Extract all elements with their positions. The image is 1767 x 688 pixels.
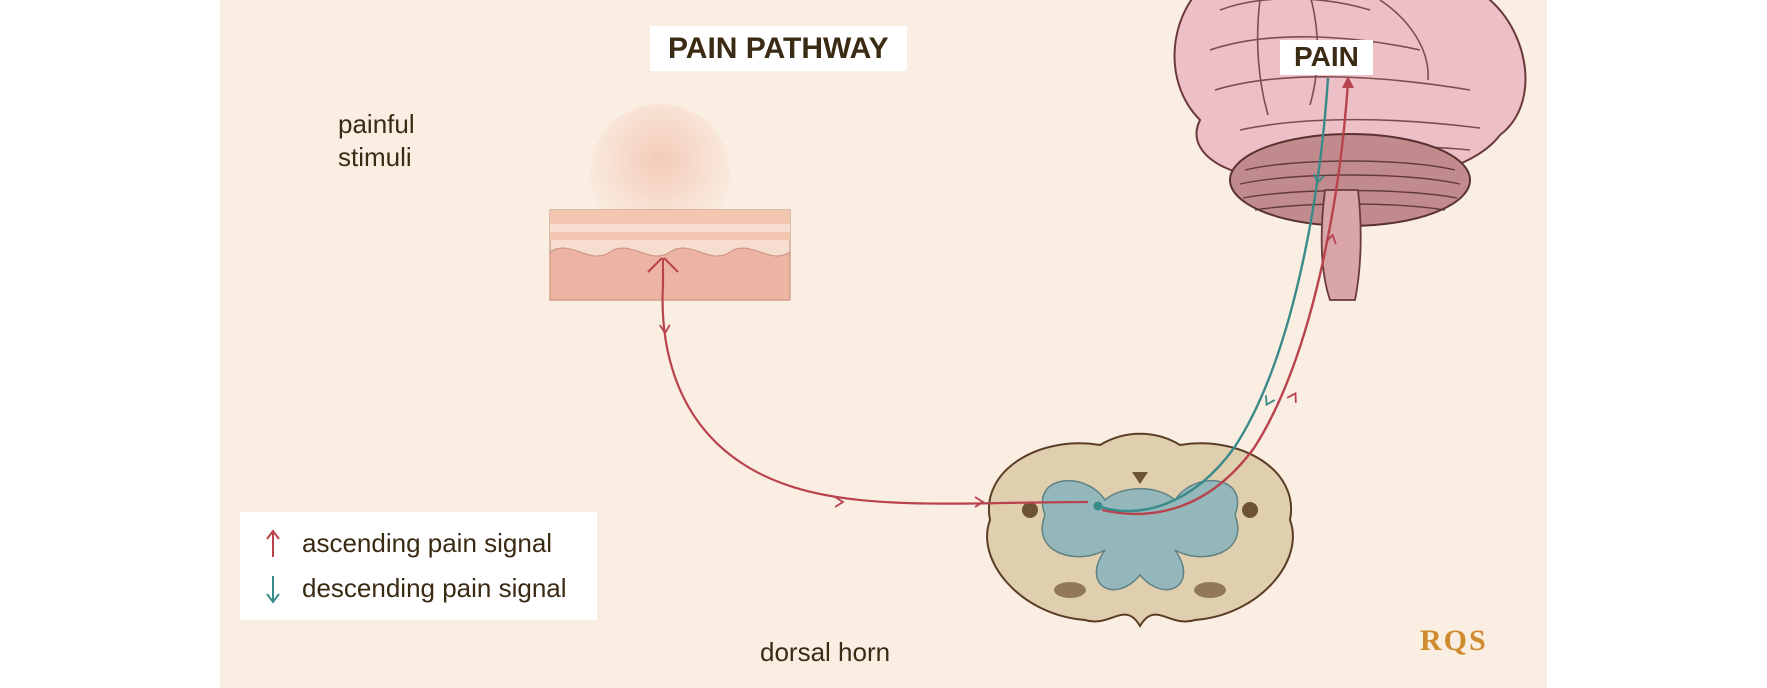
logo-text: RQS	[1420, 624, 1488, 657]
logo-watermark: RQS	[1420, 624, 1488, 658]
diagram-panel: PAIN PATHWAY PAIN painful stimuli dorsal…	[220, 0, 1547, 688]
legend-descending-text: descending pain signal	[302, 573, 567, 604]
label-dorsal: dorsal horn	[760, 636, 890, 669]
label-dorsal-text: dorsal horn	[760, 637, 890, 667]
arrow-down-icon	[262, 575, 284, 603]
pain-badge-text: PAIN	[1294, 41, 1359, 72]
pain-badge: PAIN	[1280, 40, 1373, 75]
label-stimuli-l1: painful	[338, 109, 415, 139]
legend-row-descending: descending pain signal	[262, 573, 567, 604]
title-text: PAIN PATHWAY	[668, 32, 889, 65]
arrow-up-icon	[262, 530, 284, 558]
legend-ascending-text: ascending pain signal	[302, 528, 552, 559]
label-stimuli-l2: stimuli	[338, 142, 412, 172]
title: PAIN PATHWAY	[650, 26, 907, 71]
legend-row-ascending: ascending pain signal	[262, 528, 567, 559]
label-stimuli: painful stimuli	[338, 108, 415, 173]
legend: ascending pain signal descending pain si…	[240, 512, 597, 620]
spinal-cord	[987, 434, 1293, 626]
